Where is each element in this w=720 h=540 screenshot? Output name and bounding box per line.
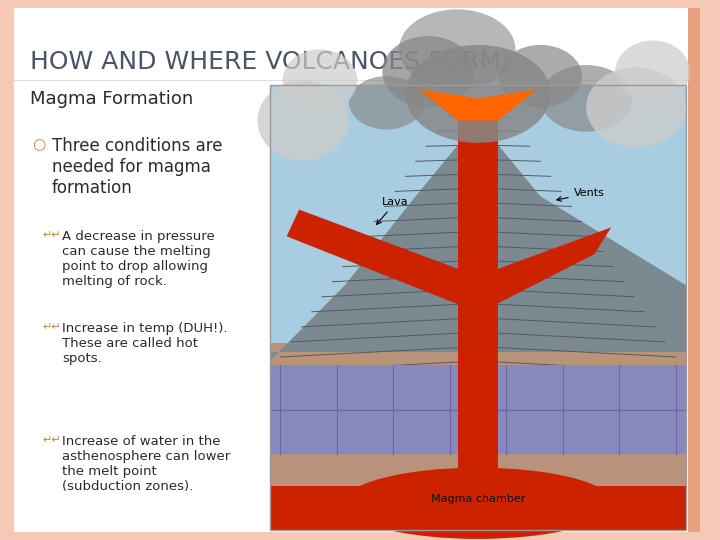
Ellipse shape: [382, 36, 474, 107]
Ellipse shape: [541, 65, 632, 132]
Ellipse shape: [405, 45, 551, 143]
Text: ↵↵: ↵↵: [42, 230, 60, 240]
Text: Increase in temp (DUH!).
These are called hot
spots.: Increase in temp (DUH!). These are calle…: [62, 322, 228, 365]
Text: Three conditions are
needed for magma
formation: Three conditions are needed for magma fo…: [52, 137, 222, 197]
Ellipse shape: [586, 67, 686, 147]
FancyBboxPatch shape: [270, 485, 686, 530]
Text: A decrease in pressure
can cause the melting
point to drop allowing
melting of r: A decrease in pressure can cause the mel…: [62, 230, 215, 288]
Text: Lava: Lava: [377, 197, 409, 224]
Polygon shape: [270, 120, 686, 361]
FancyBboxPatch shape: [270, 343, 686, 530]
FancyBboxPatch shape: [688, 8, 700, 532]
Polygon shape: [419, 90, 537, 120]
Text: Increase of water in the
asthenosphere can lower
the melt point
(subduction zone: Increase of water in the asthenosphere c…: [62, 435, 230, 493]
Ellipse shape: [616, 40, 690, 103]
Text: ↵↵: ↵↵: [42, 322, 60, 332]
Text: Magma chamber: Magma chamber: [431, 494, 525, 504]
Text: ↵↵: ↵↵: [42, 435, 60, 445]
Ellipse shape: [343, 468, 613, 539]
Ellipse shape: [258, 80, 349, 161]
Polygon shape: [287, 210, 466, 307]
FancyBboxPatch shape: [270, 85, 686, 361]
Ellipse shape: [499, 45, 582, 107]
FancyBboxPatch shape: [458, 116, 498, 508]
Ellipse shape: [399, 9, 516, 90]
Text: Vents: Vents: [557, 188, 605, 201]
Ellipse shape: [282, 49, 357, 112]
Ellipse shape: [349, 76, 424, 130]
Polygon shape: [490, 227, 611, 307]
Text: Magma Formation: Magma Formation: [30, 90, 193, 108]
Text: HOW AND WHERE VOLCANOES FORM: HOW AND WHERE VOLCANOES FORM: [30, 50, 501, 74]
Text: ○: ○: [32, 137, 45, 152]
FancyBboxPatch shape: [270, 366, 686, 454]
FancyBboxPatch shape: [14, 8, 700, 532]
